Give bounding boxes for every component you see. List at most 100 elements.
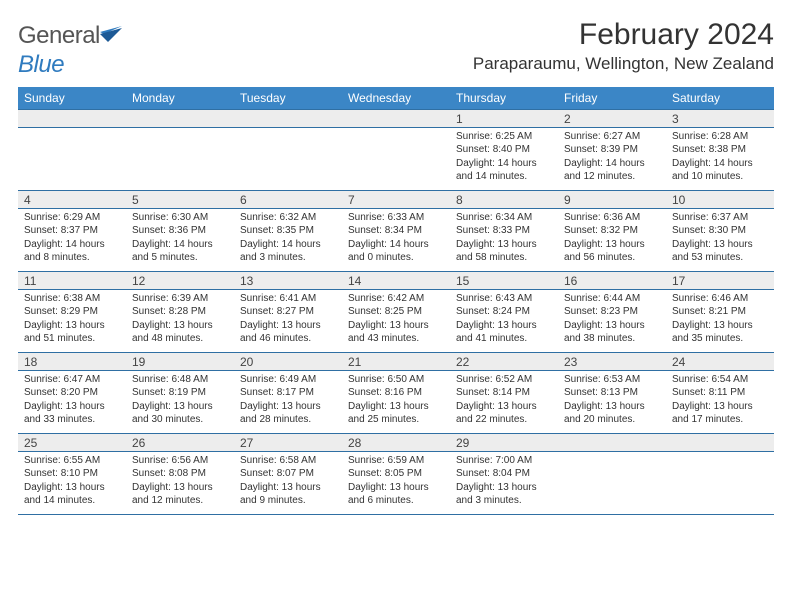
sunset-line: Sunset: 8:28 PM <box>132 305 228 319</box>
day-number-cell: 1 <box>450 109 558 127</box>
sunrise-line: Sunrise: 6:32 AM <box>240 211 336 225</box>
logo-text: General Blue <box>18 22 124 79</box>
day-number: 7 <box>342 191 450 208</box>
day-header: Saturday <box>666 87 774 110</box>
day-data: Sunrise: 6:47 AMSunset: 8:20 PMDaylight:… <box>18 371 126 433</box>
sunrise-line: Sunrise: 6:50 AM <box>348 373 444 387</box>
day-number: 25 <box>18 434 126 451</box>
day-data: Sunrise: 6:48 AMSunset: 8:19 PMDaylight:… <box>126 371 234 433</box>
sunrise-line: Sunrise: 6:38 AM <box>24 292 120 306</box>
day-number-cell: 20 <box>234 352 342 370</box>
day-number-cell: 17 <box>666 271 774 289</box>
logo-word-blue: Blue <box>18 51 64 78</box>
daylight-line: Daylight: 13 hours and 12 minutes. <box>132 481 228 508</box>
day-data-cell: Sunrise: 6:54 AMSunset: 8:11 PMDaylight:… <box>666 370 774 433</box>
sunset-line: Sunset: 8:10 PM <box>24 467 120 481</box>
sunset-line: Sunset: 8:21 PM <box>672 305 768 319</box>
day-number: 13 <box>234 272 342 289</box>
day-data-cell: Sunrise: 6:41 AMSunset: 8:27 PMDaylight:… <box>234 289 342 352</box>
day-number-cell: 22 <box>450 352 558 370</box>
sunset-line: Sunset: 8:30 PM <box>672 224 768 238</box>
day-data: Sunrise: 6:54 AMSunset: 8:11 PMDaylight:… <box>666 371 774 433</box>
day-data: Sunrise: 6:42 AMSunset: 8:25 PMDaylight:… <box>342 290 450 352</box>
daylight-line: Daylight: 13 hours and 25 minutes. <box>348 400 444 427</box>
day-data: Sunrise: 6:52 AMSunset: 8:14 PMDaylight:… <box>450 371 558 433</box>
day-number-cell <box>234 109 342 127</box>
sunrise-line: Sunrise: 6:55 AM <box>24 454 120 468</box>
daylight-line: Daylight: 13 hours and 6 minutes. <box>348 481 444 508</box>
day-data-cell: Sunrise: 6:46 AMSunset: 8:21 PMDaylight:… <box>666 289 774 352</box>
sunrise-line: Sunrise: 6:36 AM <box>564 211 660 225</box>
day-number: 15 <box>450 272 558 289</box>
day-number <box>666 434 774 451</box>
day-data-cell: Sunrise: 6:50 AMSunset: 8:16 PMDaylight:… <box>342 370 450 433</box>
day-data-cell: Sunrise: 6:59 AMSunset: 8:05 PMDaylight:… <box>342 451 450 514</box>
day-number-cell: 9 <box>558 190 666 208</box>
day-number-cell: 24 <box>666 352 774 370</box>
day-data: Sunrise: 6:43 AMSunset: 8:24 PMDaylight:… <box>450 290 558 352</box>
day-data-cell: Sunrise: 6:29 AMSunset: 8:37 PMDaylight:… <box>18 208 126 271</box>
week-data-row: Sunrise: 6:38 AMSunset: 8:29 PMDaylight:… <box>18 289 774 352</box>
day-data: Sunrise: 6:39 AMSunset: 8:28 PMDaylight:… <box>126 290 234 352</box>
day-number <box>126 110 234 127</box>
day-number-cell: 14 <box>342 271 450 289</box>
month-title: February 2024 <box>473 18 774 52</box>
week-number-row: 123 <box>18 109 774 127</box>
day-number-cell: 3 <box>666 109 774 127</box>
sunrise-line: Sunrise: 6:47 AM <box>24 373 120 387</box>
day-number: 24 <box>666 353 774 370</box>
day-number-cell <box>558 433 666 451</box>
day-number <box>234 110 342 127</box>
day-header: Monday <box>126 87 234 110</box>
sunset-line: Sunset: 8:36 PM <box>132 224 228 238</box>
daylight-line: Daylight: 13 hours and 58 minutes. <box>456 238 552 265</box>
daylight-line: Daylight: 13 hours and 53 minutes. <box>672 238 768 265</box>
day-data <box>234 128 342 190</box>
header: General Blue February 2024 Paraparaumu, … <box>18 18 774 79</box>
day-data: Sunrise: 6:50 AMSunset: 8:16 PMDaylight:… <box>342 371 450 433</box>
sunrise-line: Sunrise: 7:00 AM <box>456 454 552 468</box>
day-data-cell: Sunrise: 6:42 AMSunset: 8:25 PMDaylight:… <box>342 289 450 352</box>
sunrise-line: Sunrise: 6:33 AM <box>348 211 444 225</box>
sunrise-line: Sunrise: 6:59 AM <box>348 454 444 468</box>
day-number-cell: 12 <box>126 271 234 289</box>
sunrise-line: Sunrise: 6:37 AM <box>672 211 768 225</box>
sunset-line: Sunset: 8:25 PM <box>348 305 444 319</box>
day-data-cell: Sunrise: 6:53 AMSunset: 8:13 PMDaylight:… <box>558 370 666 433</box>
sunrise-line: Sunrise: 6:43 AM <box>456 292 552 306</box>
day-number: 9 <box>558 191 666 208</box>
day-number: 17 <box>666 272 774 289</box>
day-number-cell: 25 <box>18 433 126 451</box>
sunset-line: Sunset: 8:17 PM <box>240 386 336 400</box>
sunset-line: Sunset: 8:04 PM <box>456 467 552 481</box>
day-data <box>342 128 450 190</box>
day-number: 21 <box>342 353 450 370</box>
week-number-row: 18192021222324 <box>18 352 774 370</box>
sunset-line: Sunset: 8:33 PM <box>456 224 552 238</box>
sunrise-line: Sunrise: 6:34 AM <box>456 211 552 225</box>
sunrise-line: Sunrise: 6:48 AM <box>132 373 228 387</box>
sunset-line: Sunset: 8:38 PM <box>672 143 768 157</box>
sunset-line: Sunset: 8:37 PM <box>24 224 120 238</box>
day-data-cell <box>558 451 666 514</box>
day-data: Sunrise: 6:34 AMSunset: 8:33 PMDaylight:… <box>450 209 558 271</box>
daylight-line: Daylight: 13 hours and 22 minutes. <box>456 400 552 427</box>
logo-word-general: General <box>18 22 100 49</box>
daylight-line: Daylight: 13 hours and 17 minutes. <box>672 400 768 427</box>
day-number <box>558 434 666 451</box>
day-number <box>18 110 126 127</box>
day-number-cell: 4 <box>18 190 126 208</box>
day-number: 6 <box>234 191 342 208</box>
daylight-line: Daylight: 13 hours and 46 minutes. <box>240 319 336 346</box>
sunrise-line: Sunrise: 6:25 AM <box>456 130 552 144</box>
daylight-line: Daylight: 13 hours and 35 minutes. <box>672 319 768 346</box>
week-data-row: Sunrise: 6:29 AMSunset: 8:37 PMDaylight:… <box>18 208 774 271</box>
daylight-line: Daylight: 13 hours and 3 minutes. <box>456 481 552 508</box>
day-number: 11 <box>18 272 126 289</box>
day-number-cell <box>126 109 234 127</box>
sunrise-line: Sunrise: 6:56 AM <box>132 454 228 468</box>
sunset-line: Sunset: 8:05 PM <box>348 467 444 481</box>
day-number-cell: 28 <box>342 433 450 451</box>
day-data-cell: Sunrise: 6:49 AMSunset: 8:17 PMDaylight:… <box>234 370 342 433</box>
day-number <box>342 110 450 127</box>
